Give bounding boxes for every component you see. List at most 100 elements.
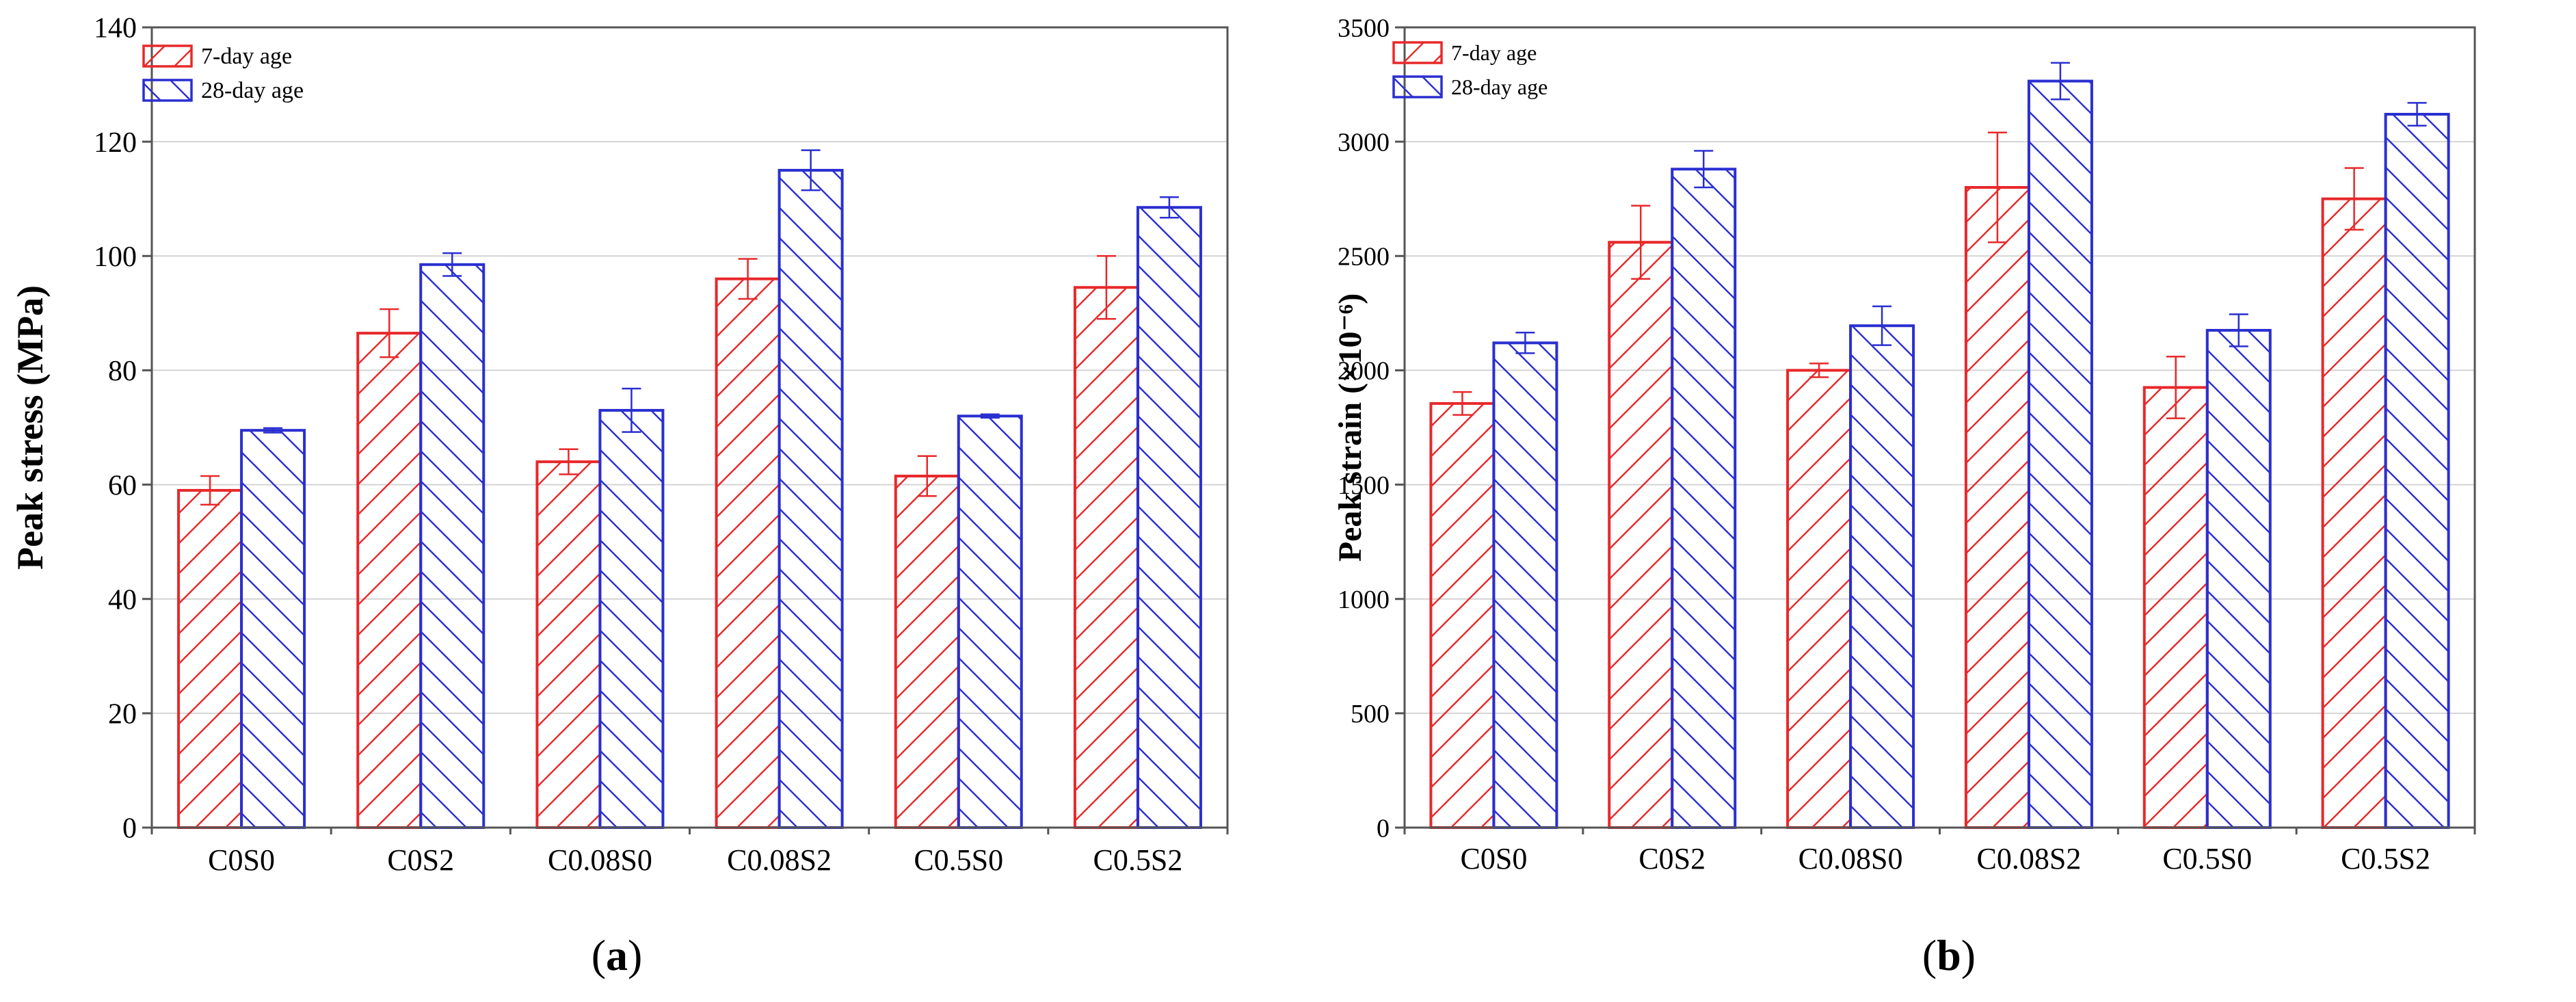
y-tick-label: 500: [1351, 700, 1390, 728]
y-tick-label: 40: [108, 584, 137, 616]
chart-panel-b: C0S0 C0S2 C0.08S0 C0.08S2 C0.5S0 C0.5S2 0 500 10…: [1286, 0, 2576, 1002]
x-tick-label: C0S0: [1461, 842, 1528, 875]
error-bar-7day-C0.5S0: [917, 455, 937, 497]
x-tick-label: C0.08S0: [548, 843, 652, 877]
bar-28day-C0S2: [419, 263, 486, 830]
bar-28day-C0S0: [1492, 341, 1558, 830]
y-tick-label: 1500: [1338, 471, 1390, 500]
y-tick-label: 1000: [1338, 585, 1390, 614]
error-bar-28day-C0S0: [1515, 332, 1535, 354]
error-bar-28day-C0.5S2: [2407, 102, 2427, 127]
error-bar-28day-C0S2: [442, 252, 462, 277]
error-bar-28day-C0.08S2: [2050, 62, 2070, 101]
chart-b-svg: C0S0 C0S2 C0.08S0 C0.08S2 C0.5S0 C0.5S2 0 500 10…: [1332, 14, 2476, 979]
y-tick-label: 2500: [1338, 243, 1390, 272]
error-bar-28day-C0.5S2: [1159, 196, 1179, 219]
error-bar-7day-C0S2: [1631, 205, 1651, 280]
x-tick-label: C0.08S0: [1798, 842, 1903, 875]
bar-7day-C0.08S2: [1964, 186, 2030, 829]
panel-label-letter: b: [1937, 931, 1961, 979]
y-tick-label: 2000: [1338, 357, 1390, 386]
legend-label-7day: 7-day age: [201, 44, 292, 69]
panel-label-close: ): [628, 931, 642, 979]
x-tick-label: C0S0: [208, 843, 275, 877]
legend-swatch-7day: [1392, 41, 1443, 64]
bar-28day-C0.5S0: [957, 414, 1023, 829]
bar-28day-C0.5S2: [1136, 206, 1202, 829]
bar-28day-C0.08S2: [2027, 79, 2093, 830]
error-bar-28day-C0.08S0: [622, 387, 641, 433]
bar-7day-C0.5S0: [894, 475, 960, 829]
error-bar-28day-C0S0: [263, 427, 283, 434]
panel-label: (b): [1922, 931, 1976, 979]
y-tick-label: 20: [108, 699, 137, 730]
y-tick-label: 3000: [1338, 128, 1390, 157]
panel-label-open: (: [592, 931, 606, 979]
x-tick-label: C0.08S2: [1977, 842, 2082, 875]
y-tick-label: 0: [1377, 814, 1390, 843]
legend-swatch-7day: [142, 44, 193, 68]
x-tick-label: C0S2: [387, 843, 454, 877]
error-bar-7day-C0.08S0: [1809, 362, 1829, 378]
error-bar-7day-C0.5S0: [2166, 356, 2186, 419]
y-tick-label: 120: [94, 127, 137, 159]
panel-label-close: ): [1961, 931, 1976, 979]
x-tick-label: C0.08S2: [727, 843, 832, 877]
plot-frame: [150, 26, 1229, 829]
bar-28day-C0.08S0: [598, 408, 665, 829]
error-bar-28day-C0.5S0: [980, 413, 1000, 419]
bar-7day-C0.08S2: [715, 277, 781, 829]
bar-28day-C0.5S0: [2205, 328, 2272, 829]
error-bar-7day-C0.5S2: [1096, 255, 1116, 320]
panel-label-open: (: [1922, 931, 1937, 979]
error-bar-7day-C0S0: [200, 475, 220, 506]
error-bar-28day-C0S2: [1694, 150, 1714, 189]
y-tick-label: 80: [108, 356, 137, 387]
bar-7day-C0.5S2: [1073, 286, 1139, 829]
bar-7day-C0.5S2: [2321, 197, 2387, 829]
x-tick-label: C0.5S0: [914, 843, 1003, 877]
bar-7day-C0S0: [1429, 401, 1496, 829]
bar-28day-C0.5S2: [2384, 113, 2450, 829]
chart-panel-a: C0S0 C0S2 C0.08S0 C0.08S2 C0.5S0 C0.5S2 0 20 40 6…: [0, 0, 1286, 1002]
plot-frame: [1403, 26, 2476, 829]
panel-label-letter: a: [606, 931, 628, 979]
legend-swatch-28day: [1392, 75, 1443, 98]
error-bar-7day-C0.08S0: [559, 448, 579, 475]
legend-swatch-28day: [142, 79, 193, 102]
bar-28day-C0S2: [1671, 168, 1737, 829]
error-bar-28day-C0.08S0: [1872, 305, 1892, 346]
error-bar-7day-C0S2: [380, 308, 399, 358]
y-tick-label: 100: [94, 241, 137, 273]
panel-label: (a): [592, 931, 643, 979]
bar-7day-C0S2: [356, 332, 423, 830]
y-tick-label: 0: [122, 813, 137, 845]
y-axis-label: Peak strain (×10⁻⁶): [1332, 293, 1368, 562]
legend-label-28day: 28-day age: [201, 78, 304, 103]
y-tick-label: 60: [108, 470, 137, 501]
bar-28day-C0.08S0: [1849, 324, 1915, 829]
bar-7day-C0S0: [177, 488, 243, 830]
bar-28day-C0.08S2: [778, 168, 844, 829]
error-bar-7day-C0.5S2: [2344, 167, 2364, 231]
legend-label-28day: 28-day age: [1451, 75, 1548, 99]
bar-7day-C0.5S0: [2142, 386, 2209, 829]
x-tick-label: C0.5S2: [2341, 842, 2430, 875]
legend: 7-day age 28-day age: [142, 44, 304, 103]
bar-28day-C0S0: [240, 429, 306, 829]
error-bar-28day-C0.5S0: [2229, 313, 2248, 347]
bar-7day-C0S2: [1608, 241, 1674, 829]
chart-a-svg: C0S0 C0S2 C0.08S0 C0.08S2 C0.5S0 C0.5S2 0 20 40 6…: [10, 13, 1229, 979]
bar-7day-C0.08S0: [1786, 369, 1853, 829]
error-bar-7day-C0.08S2: [738, 258, 758, 300]
x-tick-label: C0.5S2: [1093, 843, 1183, 877]
error-bar-7day-C0.08S2: [1987, 131, 2007, 243]
y-axis-label: Peak stress (MPa): [10, 285, 51, 570]
error-bar-7day-C0S0: [1452, 391, 1472, 416]
error-bar-28day-C0.08S2: [801, 149, 821, 192]
y-tick-label: 3500: [1338, 14, 1390, 42]
x-tick-label: C0.5S0: [2162, 842, 2252, 875]
x-tick-label: C0S2: [1638, 842, 1705, 875]
legend: 7-day age 28-day age: [1392, 40, 1548, 99]
y-tick-label: 140: [94, 13, 137, 44]
